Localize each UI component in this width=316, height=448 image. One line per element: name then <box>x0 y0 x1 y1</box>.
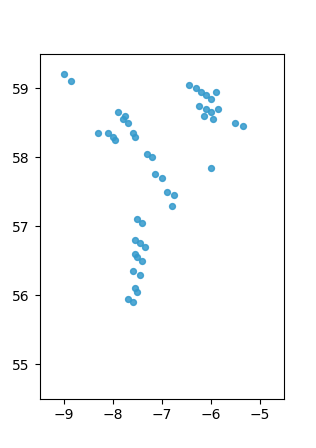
Point <box>142 243 147 250</box>
Point <box>130 129 135 137</box>
Point <box>204 105 209 112</box>
Point <box>150 154 155 161</box>
Point <box>123 112 128 120</box>
Point <box>240 123 245 130</box>
Point <box>61 71 67 78</box>
Point <box>209 164 214 171</box>
Point <box>196 102 201 109</box>
Point <box>211 116 216 123</box>
Point <box>233 119 238 126</box>
Point <box>160 174 165 181</box>
Point <box>137 240 143 247</box>
Point <box>96 129 101 137</box>
Point <box>120 116 125 123</box>
Point <box>132 237 137 244</box>
Point <box>186 81 191 88</box>
Point <box>172 192 177 199</box>
Point <box>137 271 143 278</box>
Point <box>199 88 204 95</box>
Point <box>135 254 140 261</box>
Point <box>115 109 120 116</box>
Point <box>132 133 137 140</box>
Point <box>132 285 137 292</box>
Point <box>201 112 206 120</box>
Point <box>140 219 145 226</box>
Point <box>194 85 199 92</box>
Point <box>213 88 218 95</box>
Point <box>135 288 140 295</box>
Point <box>130 267 135 275</box>
Point <box>69 78 74 85</box>
Point <box>130 298 135 306</box>
Point <box>125 119 130 126</box>
Point <box>113 136 118 143</box>
Point <box>209 109 214 116</box>
Point <box>135 216 140 223</box>
Point <box>169 202 174 209</box>
Point <box>216 105 221 112</box>
Point <box>140 257 145 264</box>
Point <box>164 188 169 195</box>
Point <box>132 250 137 258</box>
Point <box>152 171 157 178</box>
Point <box>106 129 111 137</box>
Point <box>125 295 130 302</box>
Point <box>111 133 116 140</box>
Point <box>145 150 150 157</box>
Point <box>209 95 214 102</box>
Point <box>204 91 209 99</box>
